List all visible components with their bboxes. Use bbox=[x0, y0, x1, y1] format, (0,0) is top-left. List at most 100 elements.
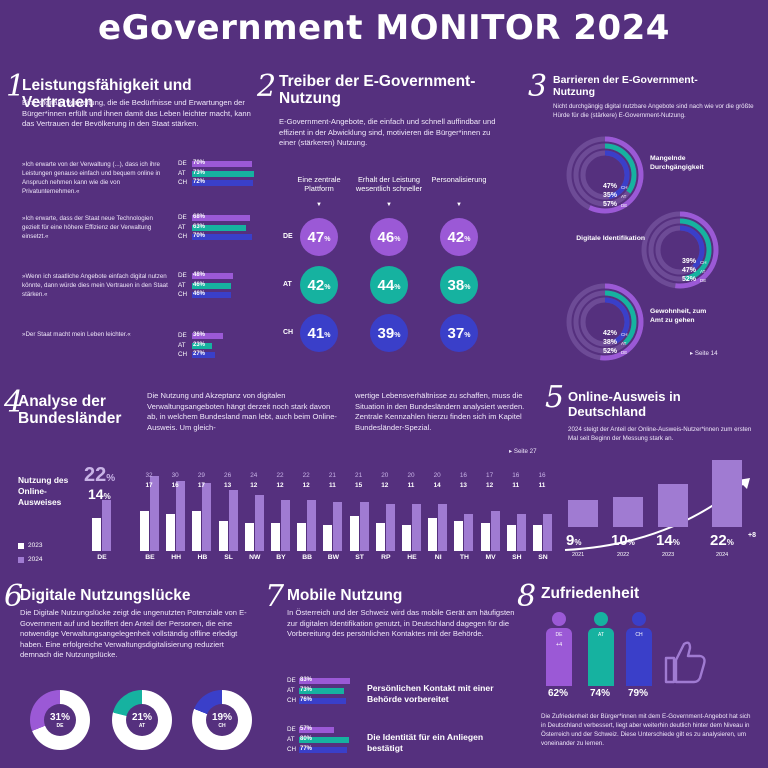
s6-donut-country: DE bbox=[56, 722, 64, 729]
s2-circle-2-1: 39% bbox=[370, 314, 408, 352]
state-label-DE: DE bbox=[97, 554, 107, 561]
state-2023-BY: 12 bbox=[276, 482, 284, 489]
state-label-SH: SH bbox=[512, 554, 522, 561]
state-2023-NW: 12 bbox=[250, 482, 258, 489]
state-2023-BE: 17 bbox=[145, 482, 153, 489]
s1-bar-1-1 bbox=[192, 224, 246, 231]
s8-person-head bbox=[552, 612, 566, 626]
s1-bar-3-1 bbox=[192, 342, 212, 349]
s5-bar-2021 bbox=[568, 499, 598, 527]
s3-value-country-2-0: CH bbox=[621, 332, 628, 337]
s2-col-arrow-0: ▼ bbox=[316, 202, 322, 208]
bar-2023-SH bbox=[506, 525, 516, 551]
s1-bar-0-2 bbox=[192, 180, 254, 186]
s2-intro: E-Government-Angebote, die einfach und s… bbox=[279, 117, 496, 147]
s7-label-1: Die Identität für ein Anliegen bestätigt bbox=[367, 732, 484, 753]
s1-heading: Leistungsfähigkeit und Vertrauen bbox=[22, 77, 192, 111]
s2-row-label-1: AT bbox=[283, 281, 292, 288]
s3-label-1: Digitale Identifikation bbox=[576, 235, 645, 242]
s1-value-3-1: 23% bbox=[193, 341, 206, 348]
state-label-SN: SN bbox=[538, 554, 548, 561]
s1-value-1-0: 68% bbox=[193, 214, 206, 220]
section-number-5: 5 bbox=[545, 380, 565, 415]
legend-label-2023: 2023 bbox=[28, 542, 43, 549]
bar-2024-SN bbox=[543, 513, 552, 551]
s5-value-unit: % bbox=[574, 538, 582, 547]
s2-circle-0-0: 47% bbox=[300, 218, 338, 256]
s2-circle-2-2: 37% bbox=[440, 314, 478, 352]
s3-ring-arc bbox=[648, 218, 712, 282]
bar-2024-ST bbox=[359, 501, 369, 551]
s5-year-2023: 2023 bbox=[662, 552, 675, 558]
s3-intro: Nicht durchgängig digital nutzbare Angeb… bbox=[553, 103, 754, 119]
s1-bar-1-2 bbox=[192, 234, 252, 240]
bar-2024-MV bbox=[490, 511, 500, 551]
s7-intro: In Österreich und der Schweiz wird das m… bbox=[287, 608, 515, 638]
bar-2024-RP bbox=[385, 504, 395, 551]
s2-circle-unit: % bbox=[464, 235, 471, 243]
bar-2024-NI bbox=[438, 504, 448, 551]
state-2024-BY: 22 bbox=[276, 472, 284, 479]
s1-country-0-1: AT bbox=[178, 169, 186, 177]
s3-value-0-2: 57% bbox=[603, 201, 618, 208]
s1-country-1-0: DE bbox=[178, 214, 187, 221]
state-2024-HB: 29 bbox=[197, 472, 205, 479]
s1-country-0-2: CH bbox=[178, 179, 188, 186]
bar-2023-TH bbox=[454, 520, 464, 551]
s5-value-unit: % bbox=[672, 538, 680, 547]
s3-value-2-0: 42% bbox=[603, 330, 618, 337]
s7-value-0-1: 73% bbox=[300, 687, 313, 693]
s5-delta: +8 bbox=[748, 532, 756, 539]
s1-value-1-1: 63% bbox=[193, 223, 206, 230]
s2-circle-0-1: 46% bbox=[370, 218, 408, 256]
s1-country-3-1: AT bbox=[178, 341, 186, 349]
state-2024-BE: 32 bbox=[145, 472, 153, 479]
state-label-BY: BY bbox=[276, 554, 286, 561]
s3-value-country-0-1: AT bbox=[621, 194, 627, 199]
s5-bar-2023 bbox=[658, 484, 688, 527]
s2-col-head-0: Eine zentrale Plattform bbox=[297, 175, 341, 193]
s1-value-2-1: 46% bbox=[193, 281, 206, 288]
s1-bar-2-2 bbox=[192, 292, 232, 298]
s1-country-0-0: DE bbox=[178, 160, 187, 167]
state-label-HE: HE bbox=[407, 554, 417, 561]
s7-value-0-0: 83% bbox=[300, 677, 313, 683]
state-2023-BB: 12 bbox=[302, 482, 310, 489]
s1-intro: Eine digitale Verwaltung, die die Bedürf… bbox=[22, 98, 251, 128]
s5-value-unit: % bbox=[726, 538, 734, 547]
state-2024-NI: 20 bbox=[433, 472, 441, 479]
s3-ring-arc bbox=[573, 290, 637, 354]
s2-circle-unit: % bbox=[324, 283, 331, 291]
bar-2024-BW bbox=[333, 501, 343, 551]
s3-value-1-2: 52% bbox=[682, 276, 697, 283]
s2-circle-unit: % bbox=[394, 235, 401, 243]
s1-value-0-2: 72% bbox=[193, 179, 206, 185]
state-2024-BW: 21 bbox=[328, 472, 336, 479]
s6-donut-CH: 19% CH bbox=[192, 690, 252, 750]
s1-quote-3: »Der Staat macht mein Leben leichter.« bbox=[22, 331, 131, 338]
s2-circle-1-2: 38% bbox=[440, 266, 478, 304]
bar-2023-BB bbox=[297, 522, 307, 551]
bar-2024-SH bbox=[516, 513, 526, 551]
s1-value-0-0: 70% bbox=[193, 160, 206, 166]
s6-donut-AT: 21% AT bbox=[112, 690, 172, 750]
s1-value-2-0: 48% bbox=[193, 272, 206, 278]
page-title: eGovernment MONITOR 2024 bbox=[98, 8, 670, 48]
state-label-SL: SL bbox=[224, 554, 233, 561]
s1-country-1-2: CH bbox=[178, 233, 188, 240]
de-2024-value: 22% bbox=[84, 464, 116, 486]
s8-person-body: DE +4 bbox=[546, 628, 572, 686]
s1-quote-2: »Wenn ich staatliche Angebote einfach di… bbox=[22, 273, 168, 298]
s7-heading: Mobile Nutzung bbox=[287, 587, 403, 604]
s7-country-0-2: CH bbox=[287, 697, 297, 704]
s1-bar-2-1 bbox=[192, 282, 232, 289]
s8-person-delta: +4 bbox=[555, 642, 563, 648]
s1-value-1-2: 70% bbox=[193, 233, 206, 239]
bar-2024-SL bbox=[228, 490, 238, 551]
s5-bar-2022 bbox=[613, 496, 643, 527]
s1-value-3-2: 27% bbox=[193, 351, 206, 357]
state-label-HH: HH bbox=[171, 554, 182, 561]
s3-value-0-0: 47% bbox=[603, 183, 618, 190]
s1-bar-0-0 bbox=[192, 161, 252, 167]
s1-bar-0-1 bbox=[192, 170, 255, 177]
